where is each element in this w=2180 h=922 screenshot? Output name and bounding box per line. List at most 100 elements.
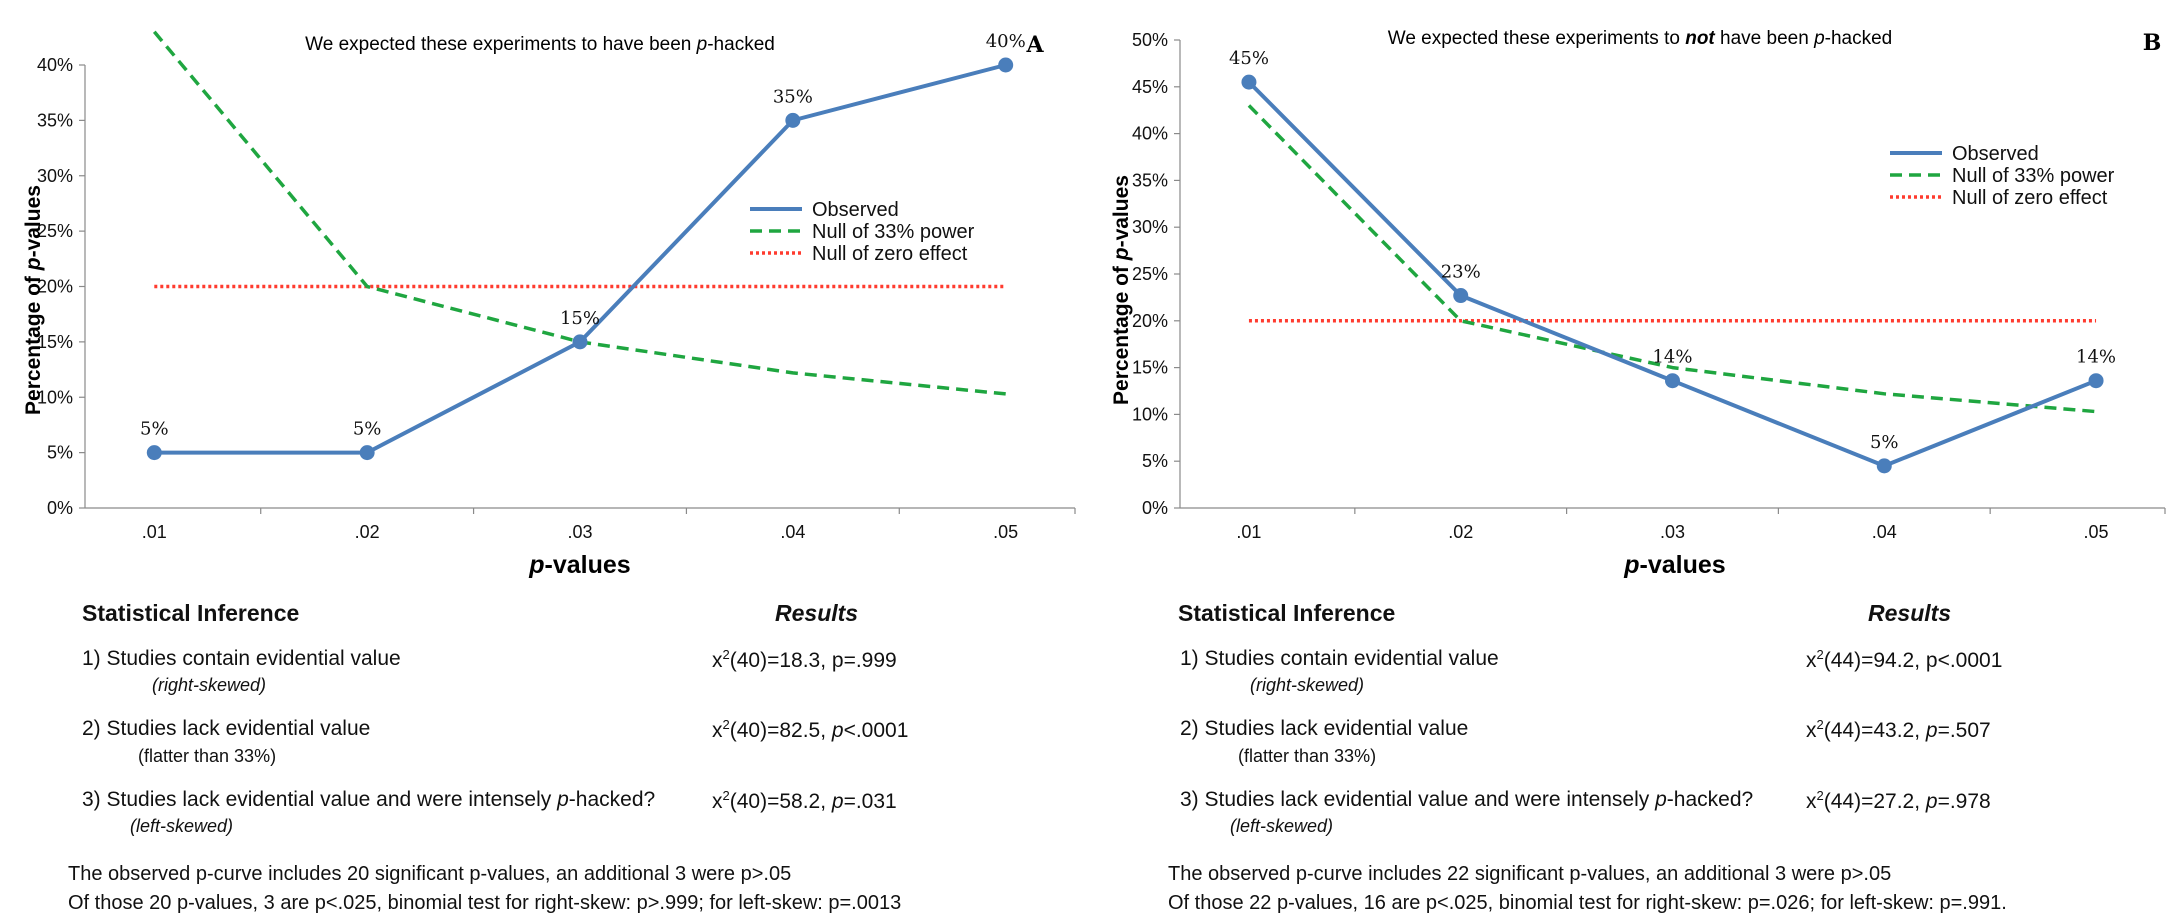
data-point — [359, 445, 375, 461]
series-layer: 45% 23% 14% 5% 14% — [1229, 48, 2116, 474]
footnote-1: The observed p-curve includes 22 signifi… — [1168, 863, 1892, 885]
inference-3-sub: (left-skewed) — [1230, 816, 1334, 836]
footnote-2: Of those 20 p-values, 3 are p<.025, bino… — [68, 892, 902, 914]
x-tick-label: .03 — [1660, 522, 1685, 542]
footnote-1: The observed p-curve includes 20 signifi… — [68, 863, 792, 885]
x-tick-label: .02 — [355, 522, 380, 542]
y-tick-label: 5% — [47, 443, 73, 463]
data-label: 14% — [2076, 347, 2116, 368]
stats-b: Statistical Inference Results 1) Studies… — [1090, 590, 2180, 922]
results-heading: Results — [1868, 600, 1952, 626]
inference-2-sub: (flatter than 33%) — [138, 746, 277, 766]
y-axis-title: Percentage of p-values — [1110, 175, 1133, 405]
x-tick-label: .04 — [780, 522, 805, 542]
series-layer: 5% 5% 15% 35% 40% — [140, 30, 1026, 461]
data-point — [572, 334, 588, 350]
data-label: 5% — [353, 419, 382, 440]
panel-letter: A — [1025, 32, 1044, 58]
result-2: x2(40)=82.5, p<.0001 — [712, 717, 909, 742]
data-label: 5% — [140, 419, 169, 440]
inference-2: 2) Studies lack evidential value — [82, 717, 371, 740]
x-tick-label: .05 — [993, 522, 1018, 542]
panel-a: We expected these experiments to have be… — [0, 30, 1090, 922]
y-tick-label: 15% — [37, 332, 73, 352]
chart-title: We expected these experiments to have be… — [305, 34, 775, 55]
series-line-solid — [1247, 80, 2097, 468]
legend-label: Null of 33% power — [812, 221, 975, 243]
data-label: 14% — [1652, 347, 1692, 368]
y-tick-label: 0% — [1142, 498, 1168, 518]
data-label: 45% — [1229, 48, 1269, 69]
legend-label: Null of zero effect — [812, 243, 968, 265]
y-tick-label: 25% — [1132, 264, 1168, 284]
x-axis-title: p-values — [1623, 551, 1725, 579]
legend-label: Observed — [812, 199, 899, 221]
x-axis-title: p-values — [528, 551, 630, 579]
y-tick-label: 30% — [37, 166, 73, 186]
inference-1: 1) Studies contain evidential value — [1180, 647, 1499, 670]
inference-2-sub: (flatter than 33%) — [1238, 746, 1377, 766]
stats-heading: Statistical Inference — [82, 600, 300, 626]
panel-b: We expected these experiments to not hav… — [1090, 0, 2180, 922]
data-label: 40% — [986, 31, 1026, 52]
series-line-dashed — [1247, 104, 2097, 414]
data-point — [998, 57, 1014, 73]
data-point — [1876, 458, 1892, 474]
x-tick-label: .01 — [1236, 522, 1261, 542]
x-tick-label: .05 — [2084, 522, 2109, 542]
x-tick-label: .02 — [1448, 522, 1473, 542]
y-tick-label: 45% — [1132, 77, 1168, 97]
axes: 0% 5% 10% 15% 20% 25% 30% 35% 40% 45% 50% .01 .02 .03… — [1132, 30, 2166, 542]
inference-3: 3) Studies lack evidential value and wer… — [82, 788, 656, 811]
y-tick-label: 35% — [1132, 170, 1168, 190]
y-tick-label: 20% — [1132, 311, 1168, 331]
chart-b: We expected these experiments to not hav… — [1110, 28, 2166, 579]
data-label: 35% — [773, 86, 813, 107]
legend-label: Null of 33% power — [1952, 165, 2115, 187]
y-tick-label: 10% — [37, 387, 73, 407]
inference-1: 1) Studies contain evidential value — [82, 647, 401, 670]
chart-title: We expected these experiments to not hav… — [1388, 28, 1893, 49]
axes: 0% 5% 10% 15% 20% 25% 30% 35% 40% .01 .02 .03 .04 .05 — [37, 55, 1076, 542]
y-tick-label: 30% — [1132, 217, 1168, 237]
y-tick-label: 5% — [1142, 451, 1168, 471]
inference-1-sub: (right-skewed) — [152, 675, 267, 695]
x-tick-label: .01 — [142, 522, 167, 542]
y-tick-label: 50% — [1132, 30, 1168, 50]
legend-label: Observed — [1952, 143, 2039, 165]
data-label: 15% — [560, 308, 600, 329]
legend-label: Null of zero effect — [1952, 187, 2108, 209]
stats-a: Statistical Inference Results 1) Studies… — [0, 590, 1090, 922]
data-point — [1241, 74, 1257, 90]
y-tick-label: 40% — [1132, 124, 1168, 144]
y-tick-label: 25% — [37, 221, 73, 241]
stats-heading: Statistical Inference — [1178, 600, 1396, 626]
panel-letter: B — [2143, 30, 2162, 56]
y-tick-label: 15% — [1132, 358, 1168, 378]
chart-a: We expected these experiments to have be… — [22, 30, 1076, 579]
result-3: x2(44)=27.2, p=.978 — [1806, 788, 1991, 813]
inference-3-sub: (left-skewed) — [130, 816, 234, 836]
inference-1-sub: (right-skewed) — [1250, 675, 1365, 695]
result-3: x2(40)=58.2, p=.031 — [712, 788, 897, 813]
result-2: x2(44)=43.2, p=.507 — [1806, 717, 1991, 742]
y-tick-label: 20% — [37, 277, 73, 297]
data-point — [785, 112, 801, 128]
y-tick-label: 40% — [37, 55, 73, 75]
y-axis-title: Percentage of p-values — [22, 185, 45, 415]
y-tick-label: 0% — [47, 498, 73, 518]
result-1: x2(40)=18.3, p=.999 — [712, 647, 897, 672]
data-point — [1453, 288, 1469, 304]
results-heading: Results — [775, 600, 859, 626]
y-tick-label: 10% — [1132, 404, 1168, 424]
result-1: x2(44)=94.2, p<.0001 — [1806, 647, 2003, 672]
data-label: 23% — [1441, 262, 1481, 283]
data-point — [2088, 373, 2104, 389]
inference-3: 3) Studies lack evidential value and wer… — [1180, 788, 1754, 811]
inference-2: 2) Studies lack evidential value — [1180, 717, 1469, 740]
x-tick-label: .03 — [567, 522, 592, 542]
data-point — [146, 445, 162, 461]
x-tick-label: .04 — [1872, 522, 1897, 542]
